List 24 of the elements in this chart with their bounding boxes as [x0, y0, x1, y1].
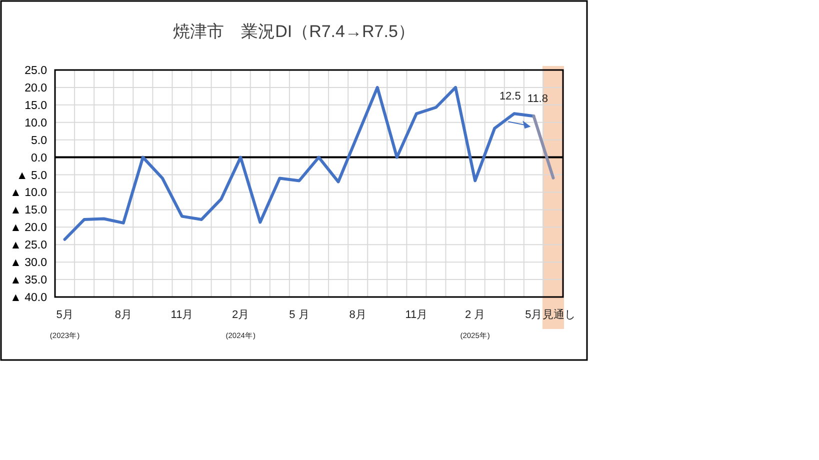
- y-tick-label: 25.0: [24, 65, 47, 77]
- y-tick-label: 10.0: [24, 117, 47, 130]
- y-tick-label: ▲ 40.0: [10, 292, 47, 304]
- y-tick-label: ▲ 35.0: [10, 274, 47, 287]
- x-tick-label: 11月: [405, 309, 428, 321]
- chart-title: 焼津市 業況DI（R7.4→R7.5）: [173, 22, 415, 41]
- x-tick-label: 11月: [170, 309, 194, 321]
- annotation: 12.5: [499, 90, 521, 103]
- y-tick-label: 15.0: [24, 100, 47, 112]
- y-tick-label: ▲ 5.0: [16, 170, 47, 182]
- x-tick-label: 8月: [349, 309, 366, 321]
- y-tick-label: ▲ 20.0: [10, 222, 47, 234]
- annotation: 11.8: [527, 93, 548, 106]
- y-tick-label: ▲ 25.0: [10, 240, 47, 252]
- y-tick-label: 5.0: [31, 134, 47, 147]
- y-tick-label: 0.0: [31, 152, 47, 164]
- x-tick-label: 5月: [525, 309, 542, 321]
- x-tick-label: 5 月: [289, 309, 310, 321]
- x-tick-label: 8月: [114, 309, 132, 321]
- x-tick-label: 見通し: [542, 308, 576, 321]
- y-tick-label: 20.0: [24, 82, 47, 94]
- y-tick-label: ▲ 30.0: [10, 257, 47, 270]
- y-tick-label: ▲ 10.0: [10, 187, 47, 200]
- y-tick-label: ▲ 15.0: [10, 204, 47, 217]
